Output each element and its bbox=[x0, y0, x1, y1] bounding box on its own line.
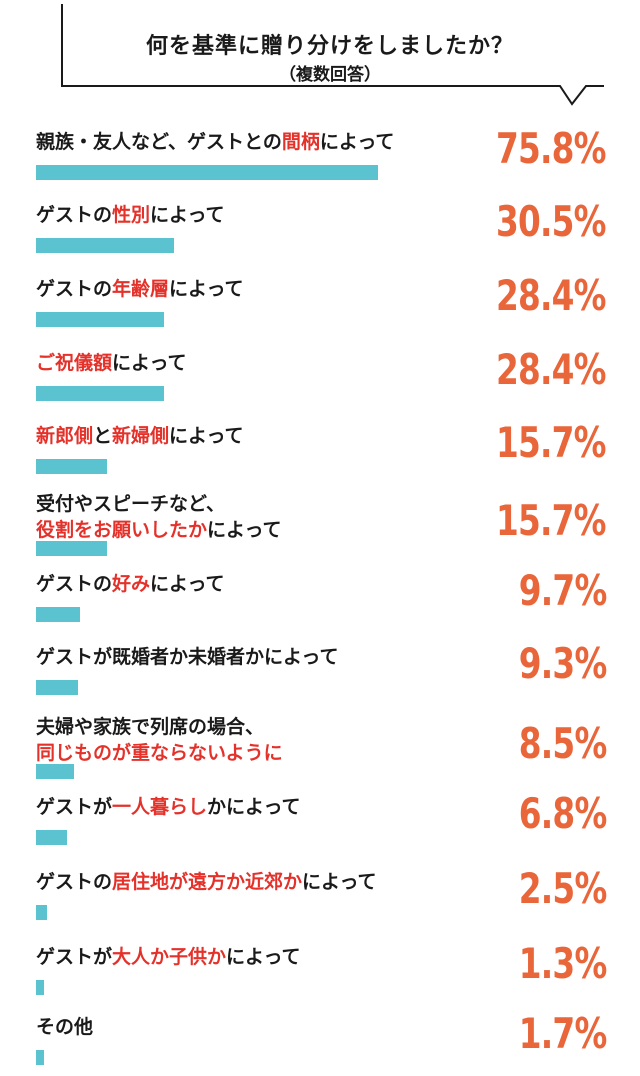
value-label: 28.4% bbox=[496, 345, 607, 394]
highlighted-text: 大人か子供か bbox=[112, 946, 227, 968]
category-label-line: ゲストが一人暮らしかによって bbox=[36, 794, 301, 820]
bar bbox=[36, 165, 378, 180]
label-text: によって bbox=[150, 204, 225, 226]
category-label: ゲストが大人か子供かによって bbox=[36, 944, 301, 970]
bar bbox=[36, 386, 164, 401]
label-text: によって bbox=[112, 352, 187, 374]
category-label-line: 受付やスピーチなど、 bbox=[36, 491, 282, 517]
bar bbox=[36, 459, 107, 474]
label-text: かによって bbox=[207, 796, 301, 818]
label-text: によって bbox=[150, 573, 225, 595]
value-label: 6.8% bbox=[518, 789, 607, 838]
category-label-line: ゲストの年齢層によって bbox=[36, 276, 244, 302]
label-text: によって bbox=[226, 946, 301, 968]
label-text: ゲストの bbox=[36, 573, 113, 595]
label-text: ゲストが既婚者か未婚者かによって bbox=[36, 646, 339, 668]
bar bbox=[36, 680, 78, 695]
chart-title: 何を基準に贈り分けをしましたか？ bbox=[145, 34, 514, 59]
label-text: ゲストが bbox=[36, 796, 113, 818]
label-text: ゲストの bbox=[36, 204, 113, 226]
category-label-line: ゲストの居住地が遠方か近郊かによって bbox=[36, 869, 377, 895]
label-text: ゲストの bbox=[36, 871, 113, 893]
category-label-line: 同じものが重ならないように bbox=[36, 740, 283, 766]
category-label: ゲストの性別によって bbox=[36, 202, 225, 228]
highlighted-text: 好み bbox=[112, 573, 151, 595]
value-label: 2.5% bbox=[518, 864, 607, 913]
value-label: 30.5% bbox=[496, 197, 607, 246]
bar bbox=[36, 1050, 44, 1065]
label-text: 親族・友人など、ゲストとの bbox=[36, 131, 282, 153]
category-label-line: 新郎側と新婦側によって bbox=[36, 423, 244, 449]
chart-subtitle: （複数回答） bbox=[279, 65, 381, 85]
value-label: 1.3% bbox=[518, 939, 607, 988]
label-text: その他 bbox=[36, 1016, 94, 1038]
category-label-line: ゲストが大人か子供かによって bbox=[36, 944, 301, 970]
label-text: 受付やスピーチなど、 bbox=[36, 493, 226, 515]
highlighted-text: 新婦側 bbox=[112, 425, 170, 447]
category-label-line: 夫婦や家族で列席の場合、 bbox=[36, 714, 283, 740]
category-label: ゲストが既婚者か未婚者かによって bbox=[36, 644, 338, 670]
category-label: 夫婦や家族で列席の場合、 同じものが重ならないように bbox=[36, 714, 283, 766]
category-label-line: ゲストの性別によって bbox=[36, 202, 225, 228]
category-label-line: 役割をお願いしたかによって bbox=[36, 517, 282, 543]
value-label: 9.3% bbox=[518, 639, 607, 688]
highlighted-text: 性別 bbox=[112, 204, 151, 226]
highlighted-text: 同じものが重ならないように bbox=[36, 742, 283, 764]
label-text: 夫婦や家族で列席の場合、 bbox=[36, 716, 265, 738]
highlighted-text: 年齢層 bbox=[112, 278, 170, 300]
category-label: ゲストの好みによって bbox=[36, 571, 225, 597]
highlighted-text: 居住地が遠方か近郊か bbox=[112, 871, 303, 893]
highlighted-text: 間柄 bbox=[281, 131, 320, 153]
category-label-line: ゲストが既婚者か未婚者かによって bbox=[36, 644, 338, 670]
label-text: と bbox=[93, 425, 113, 447]
value-label: 28.4% bbox=[496, 271, 607, 320]
chart-header: 何を基準に贈り分けをしましたか？ （複数回答） bbox=[0, 0, 640, 110]
label-text: によって bbox=[302, 871, 377, 893]
highlighted-text: ご祝儀額 bbox=[36, 352, 113, 374]
category-label: 親族・友人など、ゲストとの間柄によって bbox=[36, 129, 394, 155]
bar bbox=[36, 312, 164, 327]
category-label: ゲストが一人暮らしかによって bbox=[36, 794, 301, 820]
bar bbox=[36, 607, 80, 622]
category-label: その他 bbox=[36, 1014, 93, 1040]
bar bbox=[36, 830, 67, 845]
category-label-line: ゲストの好みによって bbox=[36, 571, 225, 597]
category-label-line: 親族・友人など、ゲストとの間柄によって bbox=[36, 129, 394, 155]
bar bbox=[36, 905, 47, 920]
category-label: ゲストの居住地が遠方か近郊かによって bbox=[36, 869, 377, 895]
category-label: ゲストの年齢層によって bbox=[36, 276, 244, 302]
category-label-line: ご祝儀額によって bbox=[36, 350, 187, 376]
value-label: 15.7% bbox=[496, 496, 607, 545]
highlighted-text: 新郎側 bbox=[36, 425, 94, 447]
value-label: 8.5% bbox=[518, 719, 607, 768]
bar bbox=[36, 238, 174, 253]
value-label: 15.7% bbox=[496, 418, 607, 467]
category-label-line: その他 bbox=[36, 1014, 93, 1040]
value-label: 9.7% bbox=[518, 566, 607, 615]
bar bbox=[36, 541, 107, 556]
bar bbox=[36, 764, 74, 779]
category-label: 受付やスピーチなど、 役割をお願いしたかによって bbox=[36, 491, 282, 543]
value-label: 1.7% bbox=[518, 1009, 607, 1058]
label-text: によって bbox=[169, 425, 244, 447]
highlighted-text: 一人暮らし bbox=[112, 796, 208, 818]
label-text: によって bbox=[207, 519, 282, 541]
bar bbox=[36, 980, 44, 995]
speech-bubble-frame bbox=[61, 4, 604, 106]
label-text: ゲストが bbox=[36, 946, 113, 968]
category-label: 新郎側と新婦側によって bbox=[36, 423, 244, 449]
label-text: によって bbox=[319, 131, 395, 153]
highlighted-text: 役割をお願いしたか bbox=[36, 519, 208, 541]
category-label: ご祝儀額によって bbox=[36, 350, 187, 376]
label-text: によって bbox=[169, 278, 244, 300]
value-label: 75.8% bbox=[496, 124, 607, 173]
label-text: ゲストの bbox=[36, 278, 113, 300]
